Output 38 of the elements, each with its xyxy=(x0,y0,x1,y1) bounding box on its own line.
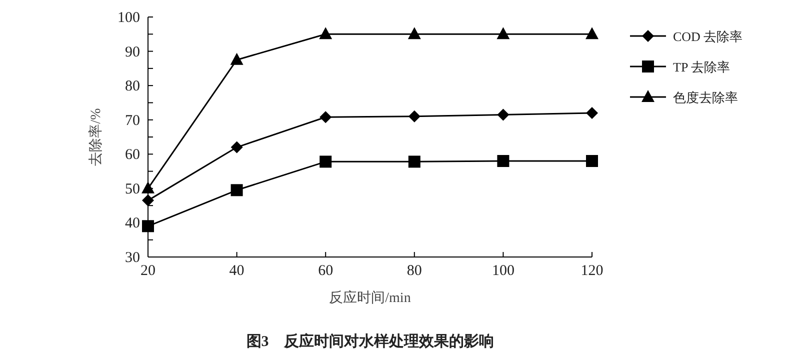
x-tick-label: 40 xyxy=(229,263,244,279)
point xyxy=(497,155,510,167)
point xyxy=(408,156,420,168)
point xyxy=(586,27,598,40)
point xyxy=(230,141,243,154)
point xyxy=(320,156,332,168)
y-tick-label: 100 xyxy=(118,10,140,26)
y-tick-label: 60 xyxy=(125,147,140,164)
point xyxy=(497,108,510,121)
y-tick-label: 80 xyxy=(125,78,140,95)
legend-label: COD 去除率 xyxy=(673,29,743,44)
legend-label: 色度去除率 xyxy=(673,90,738,105)
x-axis-title: 反应时间/min xyxy=(329,290,411,306)
y-tick-label: 30 xyxy=(125,250,140,266)
point xyxy=(320,111,332,124)
point xyxy=(230,184,243,196)
y-tick-label: 70 xyxy=(125,112,140,129)
legend-label: TP 去除率 xyxy=(673,60,730,74)
point xyxy=(319,27,332,40)
text: 图3 反应时间对水样处理效果的影响 xyxy=(246,332,494,350)
x-tick-label: 60 xyxy=(318,263,334,279)
point xyxy=(586,155,598,167)
point xyxy=(586,107,598,119)
y-tick-label: 90 xyxy=(125,44,140,60)
y-tick-label: 50 xyxy=(125,181,140,198)
x-tick-label: 20 xyxy=(140,263,156,279)
point xyxy=(142,194,154,206)
point xyxy=(230,52,244,65)
point xyxy=(142,220,154,232)
point xyxy=(408,27,421,40)
y-tick-label: 40 xyxy=(125,216,140,232)
x-tick-label: 120 xyxy=(580,263,604,279)
y-axis-title: 去除率/% xyxy=(88,108,104,166)
x-tick-label: 100 xyxy=(492,263,514,279)
x-tick-label: 80 xyxy=(406,263,422,279)
point xyxy=(496,27,510,40)
point xyxy=(142,181,154,194)
point xyxy=(408,110,420,122)
